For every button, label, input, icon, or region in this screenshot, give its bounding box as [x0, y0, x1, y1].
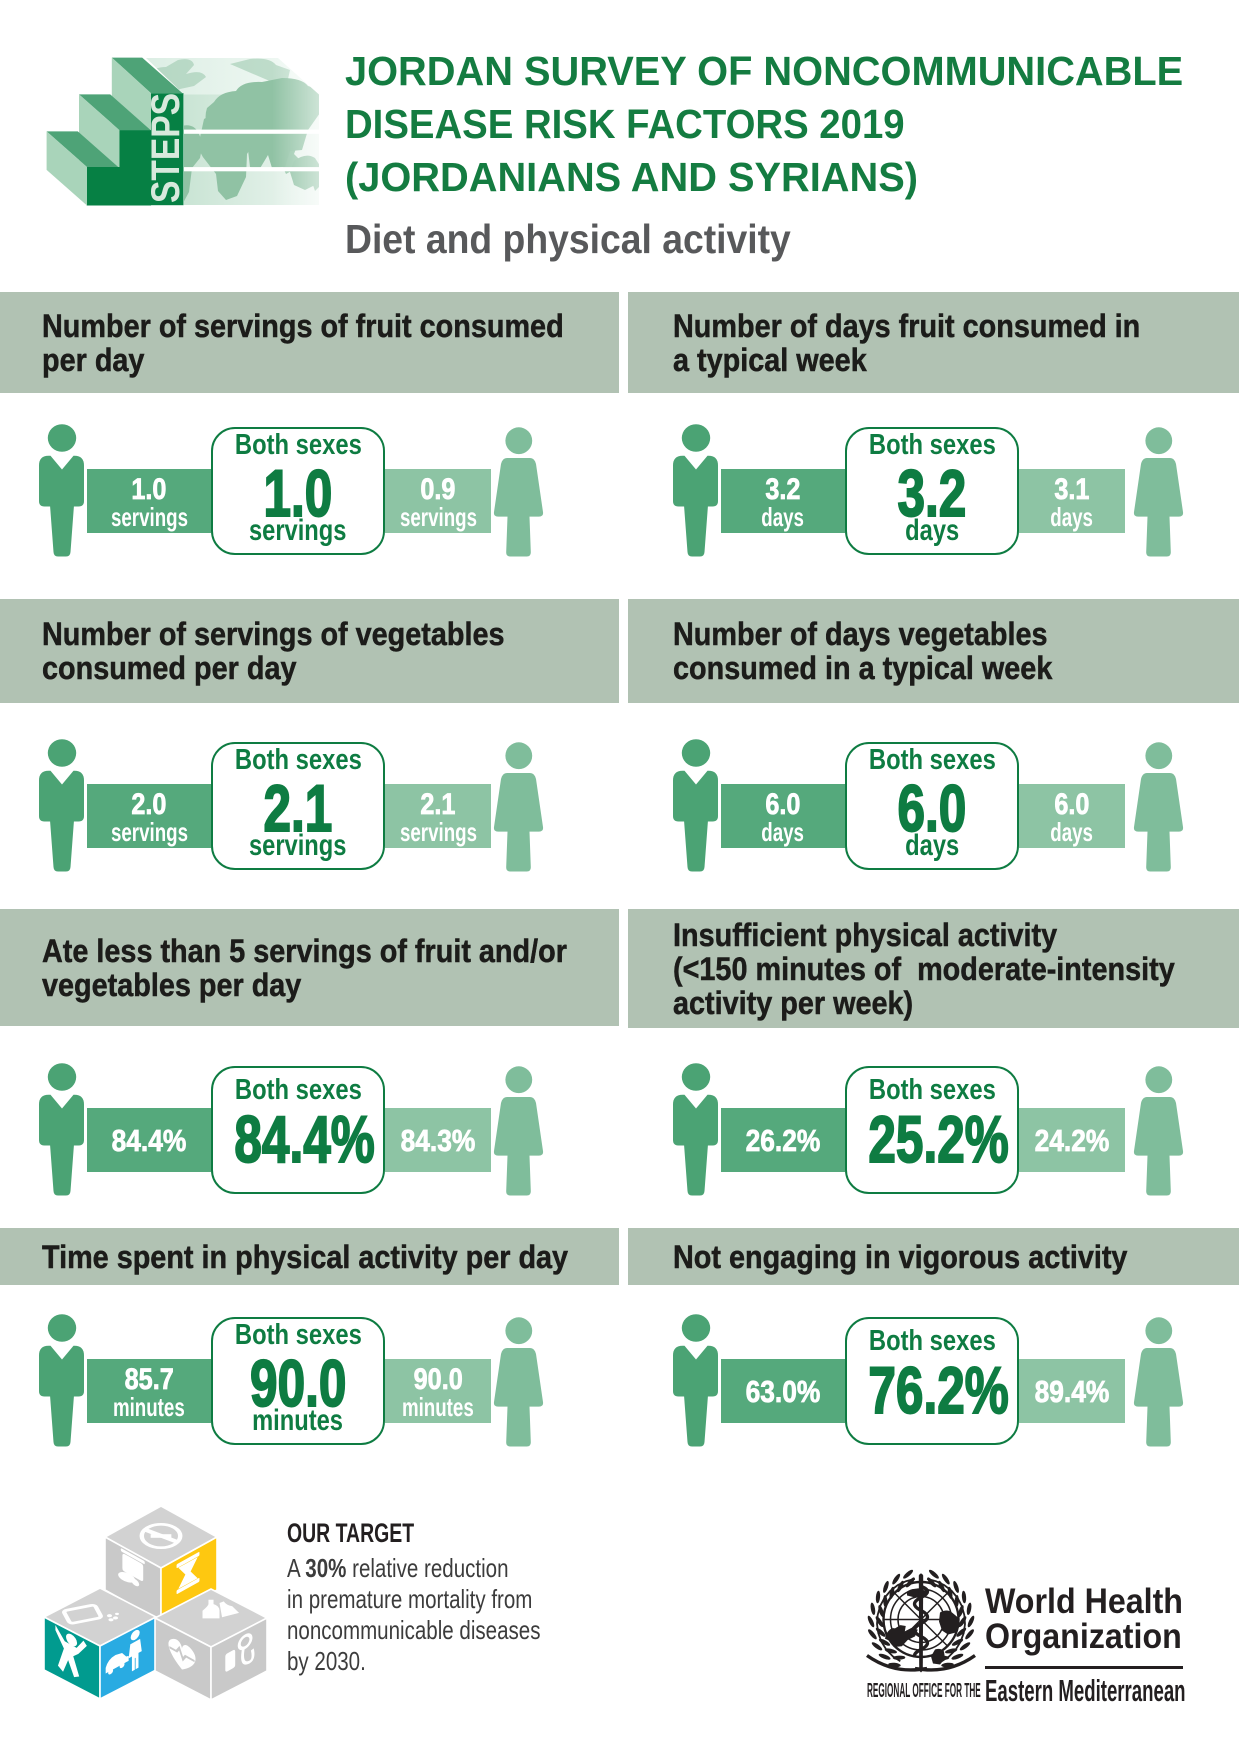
svg-text:STEPS: STEPS: [144, 93, 188, 203]
